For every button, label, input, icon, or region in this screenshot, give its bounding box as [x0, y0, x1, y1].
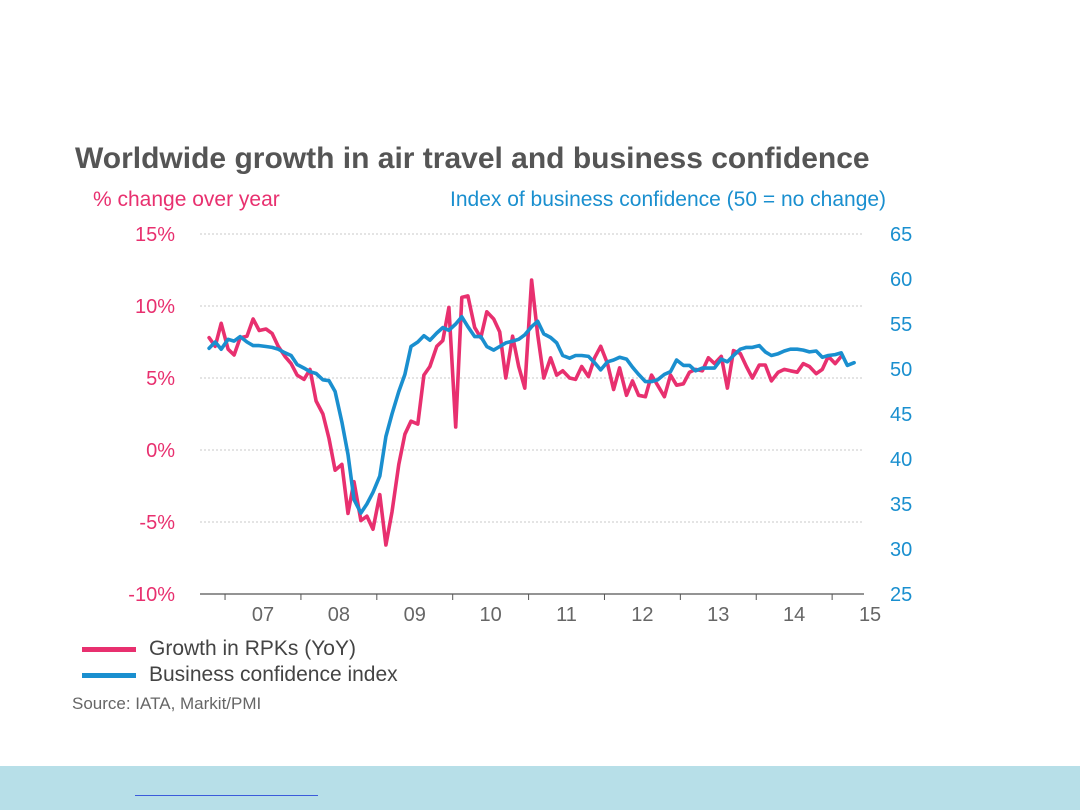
right-y-tick-label: 25 — [890, 584, 912, 606]
right-y-tick-label: 35 — [890, 494, 912, 516]
legend-label-confidence: Business confidence index — [149, 663, 398, 686]
x-tick-label: 08 — [328, 604, 350, 626]
legend-swatch-confidence — [82, 672, 136, 678]
left-y-tick-label: -5% — [139, 512, 175, 534]
left-y-tick-label: 15% — [135, 224, 175, 246]
footer-link-underline[interactable] — [135, 795, 318, 796]
right-y-tick-label: 65 — [890, 224, 912, 246]
x-tick-label: 10 — [480, 604, 502, 626]
left-y-tick-label: 10% — [135, 296, 175, 318]
right-y-tick-label: 30 — [890, 539, 912, 561]
confidence-series-line — [207, 315, 856, 515]
right-y-tick-label: 60 — [890, 269, 912, 291]
legend-item-confidence: Business confidence index — [82, 662, 398, 688]
x-tick-label: 11 — [556, 604, 577, 626]
x-tick-label: 15 — [859, 604, 881, 626]
footer-bar — [0, 766, 1080, 810]
x-tick-label: 12 — [631, 604, 653, 626]
legend-label-rpk: Growth in RPKs (YoY) — [149, 637, 356, 660]
legend-swatch-rpk — [82, 646, 136, 652]
right-axis-unit-label: Index of business confidence (50 = no ch… — [450, 188, 887, 211]
rpk-series-line — [207, 278, 843, 547]
left-y-tick-label: 5% — [146, 368, 175, 390]
left-y-tick-label: 0% — [146, 440, 175, 462]
right-y-tick-label: 45 — [890, 404, 912, 426]
x-tick-label: 14 — [783, 604, 805, 626]
right-y-tick-label: 55 — [890, 314, 912, 336]
right-y-tick-label: 50 — [890, 359, 912, 381]
source-note: Source: IATA, Markit/PMI — [72, 694, 262, 713]
left-axis-unit-label: % change over year — [93, 188, 280, 211]
x-tick-label: 09 — [404, 604, 426, 626]
x-tick-label: 13 — [707, 604, 729, 626]
legend-item-rpk: Growth in RPKs (YoY) — [82, 636, 356, 662]
chart-title: Worldwide growth in air travel and busin… — [75, 142, 870, 175]
right-y-tick-label: 40 — [890, 449, 912, 471]
x-tick-label: 07 — [252, 604, 274, 626]
left-y-tick-label: -10% — [128, 584, 175, 606]
dual-axis-line-chart: 15% 10% 5% 0% -5% -10% 65 60 55 50 45 40 35 30 25 07 08 0… — [128, 224, 912, 626]
